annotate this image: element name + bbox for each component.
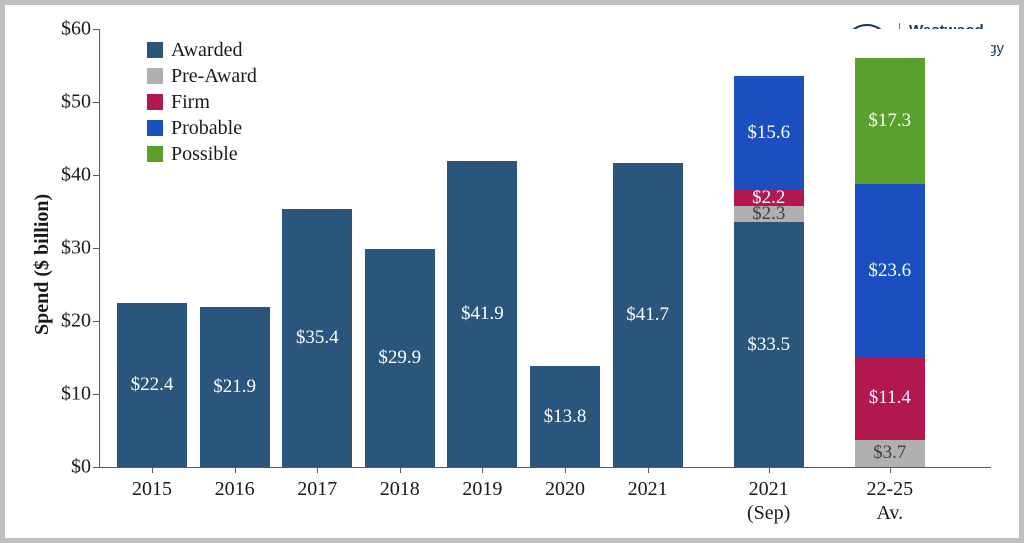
legend-item-probable: Probable [147, 115, 257, 141]
y-tick-label: $50 [51, 91, 91, 114]
x-tick-label: 2015 [132, 477, 172, 501]
x-tick [317, 467, 318, 473]
y-tick [93, 467, 99, 468]
legend-label: Awarded [171, 39, 242, 62]
y-tick-label: $20 [51, 310, 91, 333]
y-tick [93, 29, 99, 30]
bar-value-label: $35.4 [296, 327, 339, 349]
legend-swatch [147, 146, 163, 162]
legend-label: Possible [171, 143, 238, 166]
x-tick [152, 467, 153, 473]
bar-value-label: $11.4 [869, 387, 911, 409]
legend: Awarded Pre-Award Firm Probable Possible [147, 37, 257, 167]
x-tick-label: 2018 [380, 477, 420, 501]
bar-value-label: $13.8 [544, 406, 587, 428]
y-axis-line [99, 29, 100, 467]
bar-value-label: $33.5 [747, 334, 790, 356]
bar-value-label: $41.7 [626, 304, 669, 326]
legend-item-possible: Possible [147, 141, 257, 167]
legend-label: Firm [171, 91, 210, 114]
legend-item-preaward: Pre-Award [147, 63, 257, 89]
bar-value-label: $17.3 [868, 110, 911, 132]
legend-label: Pre-Award [171, 65, 257, 88]
bar-value-label: $3.7 [873, 442, 906, 464]
x-tick [565, 467, 566, 473]
y-tick-label: $0 [51, 456, 91, 479]
x-tick-label: 2020 [545, 477, 585, 501]
y-tick [93, 321, 99, 322]
bar-value-label: $23.6 [868, 260, 911, 282]
chart-frame: Spend ($ billion) Westwood Global Energy… [0, 0, 1024, 543]
x-tick-label: 22-25 Av. [866, 477, 913, 525]
legend-swatch [147, 120, 163, 136]
x-tick-label: 2021 (Sep) [747, 477, 790, 525]
x-tick-label: 2017 [297, 477, 337, 501]
x-tick [400, 467, 401, 473]
y-tick [93, 175, 99, 176]
legend-swatch [147, 42, 163, 58]
bar-value-label: $2.2 [752, 187, 785, 209]
bar-value-label: $29.9 [378, 347, 421, 369]
y-tick [93, 394, 99, 395]
legend-swatch [147, 68, 163, 84]
legend-item-awarded: Awarded [147, 37, 257, 63]
x-tick [890, 467, 891, 473]
x-tick-label: 2021 [628, 477, 668, 501]
x-tick-label: 2019 [462, 477, 502, 501]
x-tick [648, 467, 649, 473]
bar-value-label: $41.9 [461, 303, 504, 325]
legend-swatch [147, 94, 163, 110]
y-tick-label: $40 [51, 164, 91, 187]
y-tick [93, 248, 99, 249]
y-tick-label: $60 [51, 18, 91, 41]
x-tick [235, 467, 236, 473]
bar-value-label: $15.6 [747, 122, 790, 144]
legend-item-firm: Firm [147, 89, 257, 115]
x-axis-line [99, 467, 991, 468]
y-tick-label: $30 [51, 237, 91, 260]
bar-value-label: $21.9 [213, 376, 256, 398]
y-tick-label: $10 [51, 383, 91, 406]
bar-value-label: $22.4 [131, 374, 174, 396]
legend-label: Probable [171, 117, 242, 140]
x-tick [482, 467, 483, 473]
x-tick [769, 467, 770, 473]
y-tick [93, 102, 99, 103]
x-tick-label: 2016 [215, 477, 255, 501]
